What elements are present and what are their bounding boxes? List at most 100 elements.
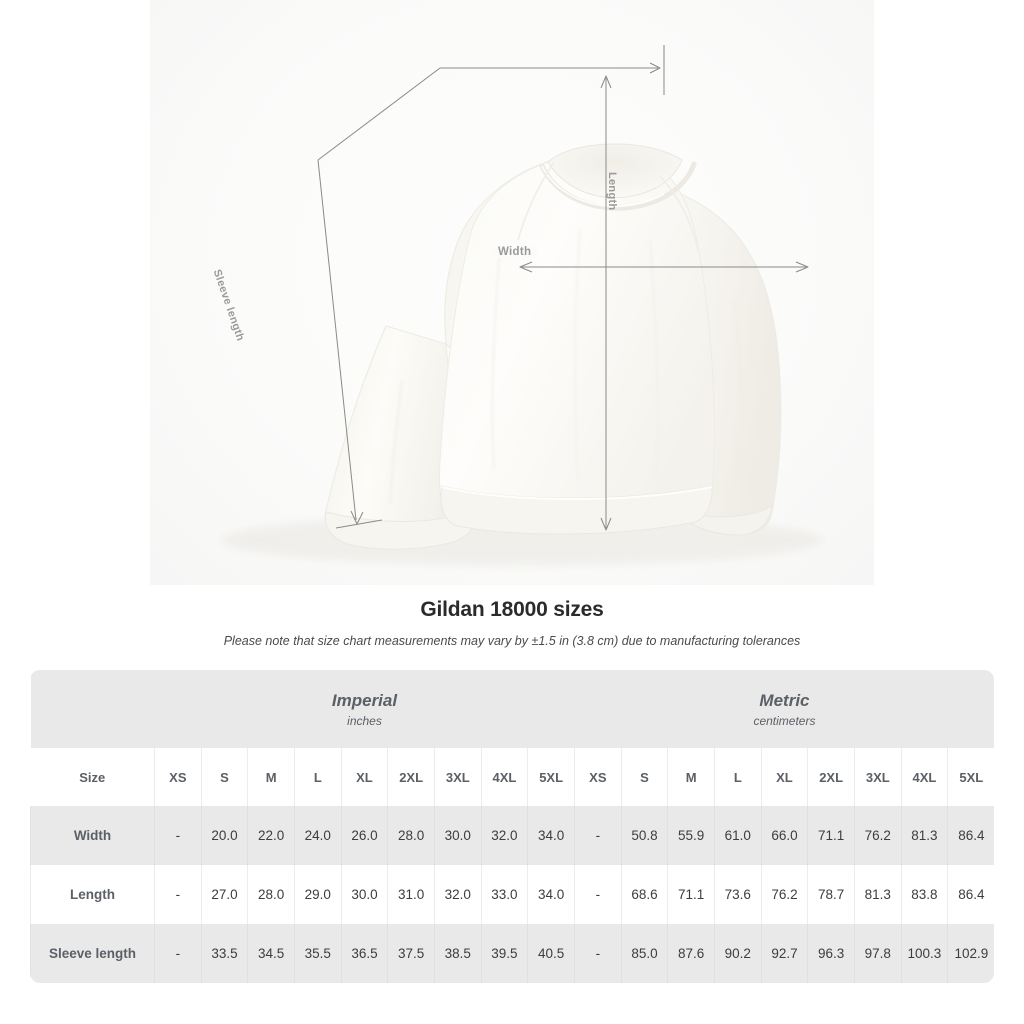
cell-sleeve-length-metric-2xl: 96.3 (807, 924, 855, 983)
cell-width-imperial-5xl: 34.0 (527, 806, 575, 865)
row-label-width: Width (30, 806, 155, 865)
size-header-xl-metric: XL (760, 748, 808, 806)
cell-sleeve-length-metric-s: 85.0 (620, 924, 668, 983)
table-row: Width -20.0 22.0 24.0 26.0 28.0 30.0 32.0 34.0-5… (30, 806, 995, 865)
size-header-3xl-imperial: 3XL (433, 748, 482, 806)
size-header-l-imperial: L (293, 748, 342, 806)
size-header-m-imperial: M (247, 748, 295, 806)
size-header-m-metric: M (667, 748, 715, 806)
cell-sleeve-length-imperial-3xl: 38.5 (433, 924, 482, 983)
chart-heading: Gildan 18000 sizes Please note that size… (0, 598, 1024, 648)
tolerance-note: Please note that size chart measurements… (223, 634, 801, 648)
cell-sleeve-length-metric-l: 90.2 (713, 924, 762, 983)
measurement-lines (317, 45, 809, 531)
length-annotation-label: Length (606, 172, 618, 211)
cell-length-imperial-4xl: 33.0 (480, 865, 528, 924)
group-header-spacer (30, 670, 155, 748)
cell-sleeve-length-imperial-l: 35.5 (293, 924, 342, 983)
size-header-xs-metric: XS (574, 748, 622, 806)
cell-sleeve-length-imperial-xs: - (154, 924, 202, 983)
size-header-l-metric: L (713, 748, 762, 806)
group-header-metric: Metric centimeters (574, 670, 995, 748)
cell-length-imperial-xs: - (154, 865, 202, 924)
size-chart-table: Imperial inches Metric centimeters Size XS S M L… (30, 670, 995, 983)
group-subtitle: centimeters (753, 714, 816, 729)
page-title: Gildan 18000 sizes (420, 598, 604, 621)
cell-sleeve-length-imperial-xl: 36.5 (340, 924, 388, 983)
cell-width-metric-xl: 66.0 (760, 806, 808, 865)
cell-length-imperial-xl: 30.0 (340, 865, 388, 924)
table-row: Sleeve length -33.5 34.5 35.5 36.5 37.5 38.5 39… (30, 924, 995, 983)
cell-length-metric-3xl: 81.3 (853, 865, 902, 924)
cell-sleeve-length-metric-5xl: 102.9 (947, 924, 995, 983)
size-header-xs-imperial: XS (154, 748, 202, 806)
cell-length-metric-xl: 76.2 (760, 865, 808, 924)
size-header-4xl-metric: 4XL (900, 748, 948, 806)
cell-width-metric-l: 61.0 (713, 806, 762, 865)
group-title: Metric (759, 690, 810, 710)
group-header-imperial: Imperial inches (154, 670, 575, 748)
cell-length-metric-5xl: 86.4 (947, 865, 995, 924)
cell-width-imperial-xs: - (154, 806, 202, 865)
cell-width-imperial-4xl: 32.0 (480, 806, 528, 865)
width-annotation-label: Width (492, 246, 538, 258)
cell-width-imperial-s: 20.0 (200, 806, 248, 865)
cell-sleeve-length-metric-3xl: 97.8 (853, 924, 902, 983)
cell-length-imperial-3xl: 32.0 (433, 865, 482, 924)
size-header-4xl-imperial: 4XL (480, 748, 528, 806)
size-header-5xl-metric: 5XL (947, 748, 995, 806)
cell-width-metric-5xl: 86.4 (947, 806, 995, 865)
cell-length-metric-2xl: 78.7 (807, 865, 855, 924)
size-header-xl-imperial: XL (340, 748, 388, 806)
group-subtitle: inches (347, 714, 382, 729)
cell-width-metric-4xl: 81.3 (900, 806, 948, 865)
garment-illustration: Length Width Sleeve length (150, 0, 874, 585)
size-chart-table-wrap: Imperial inches Metric centimeters Size XS S M L… (30, 670, 995, 983)
cell-width-metric-m: 55.9 (667, 806, 715, 865)
table-group-header-row: Imperial inches Metric centimeters (30, 670, 995, 748)
cell-width-imperial-l: 24.0 (293, 806, 342, 865)
cell-sleeve-length-metric-xl: 92.7 (760, 924, 808, 983)
cell-sleeve-length-imperial-5xl: 40.5 (527, 924, 575, 983)
cell-width-imperial-m: 22.0 (247, 806, 295, 865)
size-header-s-metric: S (620, 748, 668, 806)
cell-length-metric-m: 71.1 (667, 865, 715, 924)
cell-length-imperial-2xl: 31.0 (387, 865, 435, 924)
cell-sleeve-length-imperial-m: 34.5 (247, 924, 295, 983)
cell-width-metric-3xl: 76.2 (853, 806, 902, 865)
cell-length-imperial-5xl: 34.0 (527, 865, 575, 924)
sweatshirt-illustration (222, 45, 822, 566)
cell-sleeve-length-metric-xs: - (574, 924, 622, 983)
cell-sleeve-length-imperial-s: 33.5 (200, 924, 248, 983)
row-label-length: Length (30, 865, 155, 924)
size-header-2xl-metric: 2XL (807, 748, 855, 806)
cell-length-metric-l: 73.6 (713, 865, 762, 924)
garment-photo-backdrop: Length Width Sleeve length (150, 0, 874, 585)
group-title: Imperial (331, 690, 398, 710)
table-row: Length -27.0 28.0 29.0 30.0 31.0 32.0 33.0 34.0-… (30, 865, 995, 924)
cell-width-imperial-3xl: 30.0 (433, 806, 482, 865)
cell-sleeve-length-imperial-2xl: 37.5 (387, 924, 435, 983)
cell-width-imperial-2xl: 28.0 (387, 806, 435, 865)
table-size-header-row: Size XS S M L XL 2XL 3XL 4XL 5XL XS S M L XL 2XL 3XL 4XL 5… (30, 748, 995, 806)
size-header-2xl-imperial: 2XL (387, 748, 435, 806)
cell-length-imperial-l: 29.0 (293, 865, 342, 924)
cell-width-imperial-xl: 26.0 (340, 806, 388, 865)
cell-length-metric-xs: - (574, 865, 622, 924)
cell-width-metric-2xl: 71.1 (807, 806, 855, 865)
cell-length-imperial-s: 27.0 (200, 865, 248, 924)
cell-length-metric-4xl: 83.8 (900, 865, 948, 924)
cell-sleeve-length-metric-4xl: 100.3 (900, 924, 948, 983)
cell-length-imperial-m: 28.0 (247, 865, 295, 924)
cell-width-metric-s: 50.8 (620, 806, 668, 865)
size-column-label: Size (30, 748, 155, 806)
cell-width-metric-xs: - (574, 806, 622, 865)
cell-sleeve-length-metric-m: 87.6 (667, 924, 715, 983)
size-header-s-imperial: S (200, 748, 248, 806)
row-label-sleeve-length: Sleeve length (30, 924, 155, 983)
size-header-3xl-metric: 3XL (853, 748, 902, 806)
size-header-5xl-imperial: 5XL (527, 748, 575, 806)
cell-sleeve-length-imperial-4xl: 39.5 (480, 924, 528, 983)
cell-length-metric-s: 68.6 (620, 865, 668, 924)
